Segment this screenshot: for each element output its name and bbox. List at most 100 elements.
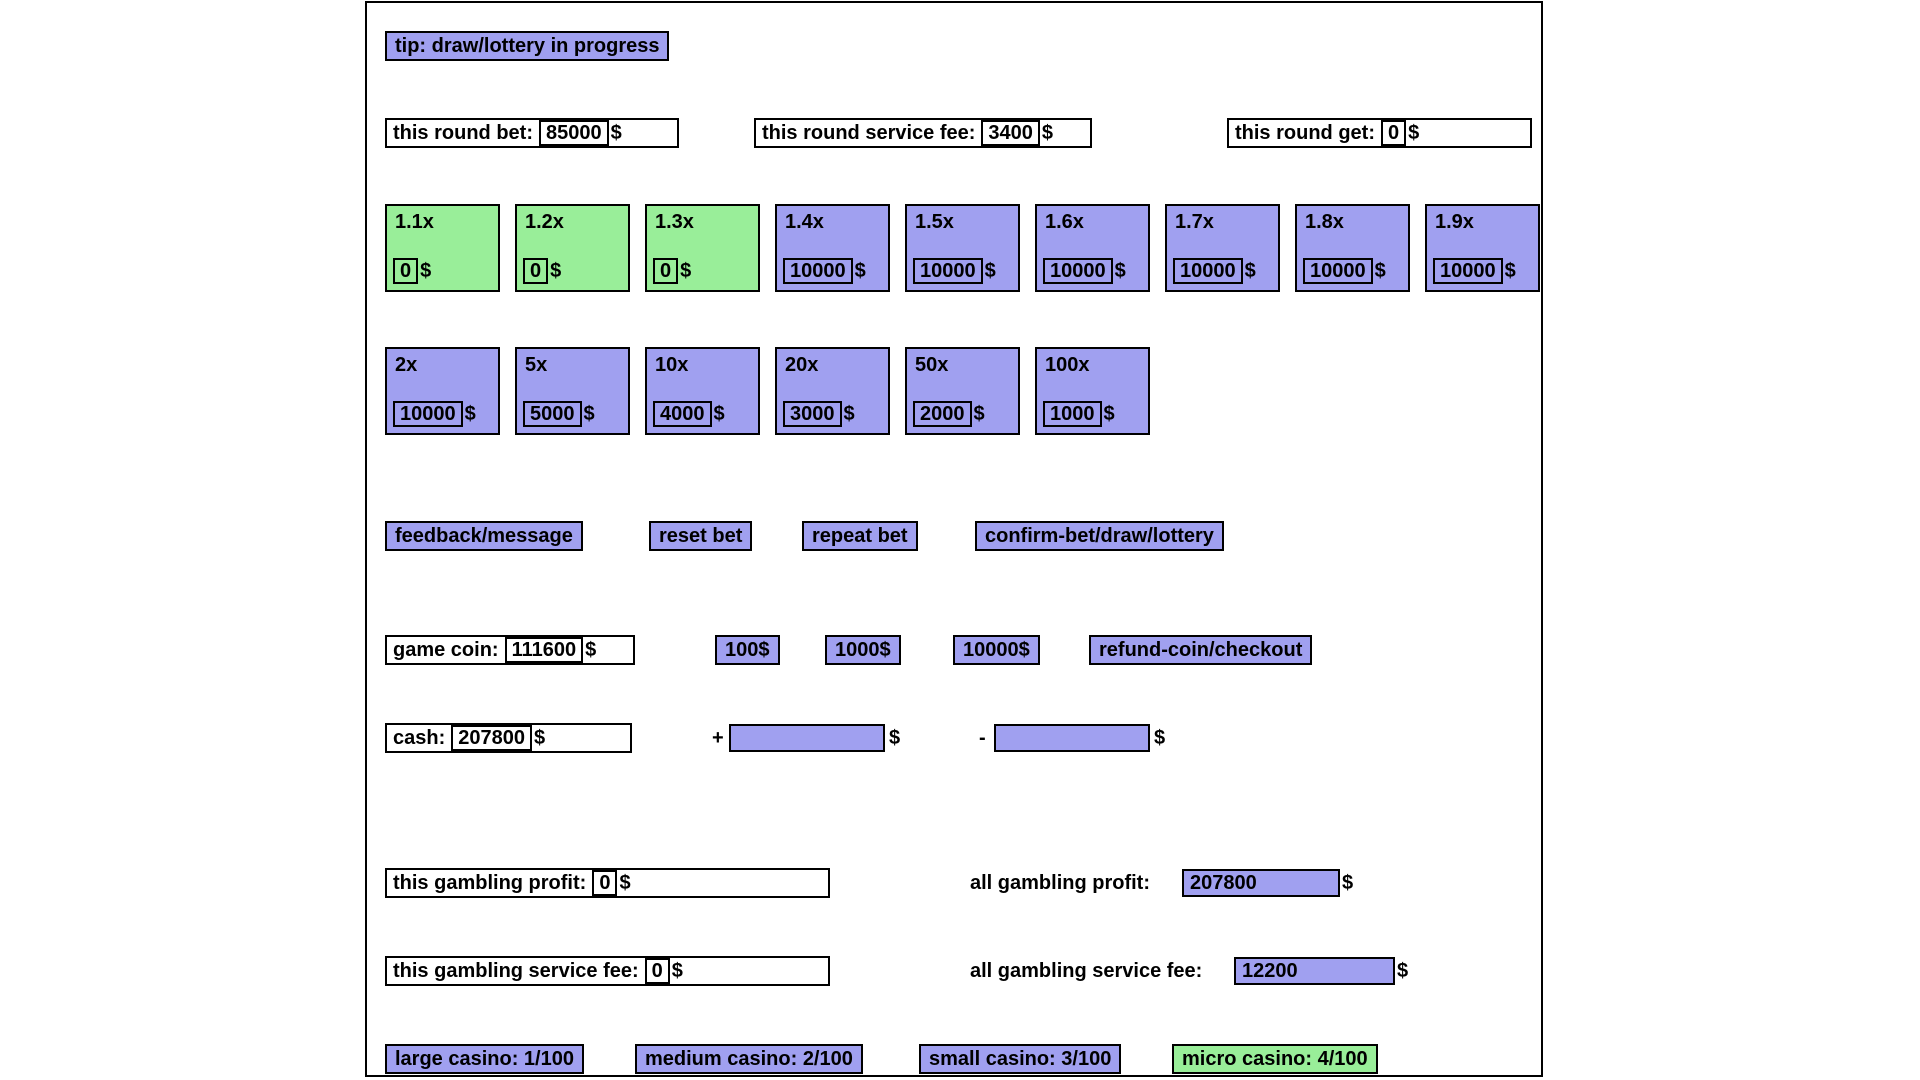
cash-subtract-input[interactable] — [994, 724, 1150, 752]
multiplier-label: 5x — [525, 354, 548, 376]
multiplier-box: 10x 4000 $ — [645, 347, 760, 435]
refund-coin-checkout-button[interactable]: refund-coin/checkout — [1089, 635, 1313, 665]
medium-casino-button[interactable]: medium casino: 2/100 — [635, 1044, 863, 1074]
currency-label: $ — [619, 871, 631, 894]
bet-amount-input[interactable]: 10000 — [783, 258, 853, 284]
currency-label: $ — [854, 259, 866, 282]
multiplier-label: 1.4x — [785, 211, 824, 233]
reset-bet-button[interactable]: reset bet — [649, 521, 753, 551]
currency-label: $ — [585, 638, 597, 661]
bet-amount-input[interactable]: 10000 — [1043, 258, 1113, 284]
currency-label: $ — [1342, 871, 1354, 894]
feedback-message-button[interactable]: feedback/message — [385, 521, 583, 551]
bet-amount-input[interactable]: 10000 — [1173, 258, 1243, 284]
confirm-bet-draw-lottery-button[interactable]: confirm-bet/draw/lottery — [975, 521, 1224, 551]
currency-label: $ — [610, 121, 622, 144]
cash-value: 207800 — [451, 725, 532, 751]
round-bet-label: this round bet: — [393, 121, 533, 144]
currency-label: $ — [420, 259, 432, 282]
bet-amount-input[interactable]: 10000 — [1303, 258, 1373, 284]
currency-label: $ — [583, 402, 595, 425]
multiplier-label: 10x — [655, 354, 689, 376]
buy-coin-1000-button[interactable]: 1000$ — [825, 635, 901, 665]
currency-label: $ — [1504, 259, 1516, 282]
round-get-label: this round get: — [1235, 121, 1375, 144]
multiplier-label: 1.7x — [1175, 211, 1214, 233]
multiplier-box: 100x 1000 $ — [1035, 347, 1150, 435]
multiplier-box: 5x 5000 $ — [515, 347, 630, 435]
buy-coin-10000-button[interactable]: 10000$ — [953, 635, 1040, 665]
repeat-bet-button[interactable]: repeat bet — [802, 521, 918, 551]
bet-amount-input[interactable]: 10000 — [913, 258, 983, 284]
tip-status-badge: tip: draw/lottery in progress — [385, 31, 670, 61]
currency-label: $ — [1244, 259, 1256, 282]
bet-amount-input[interactable]: 10000 — [1433, 258, 1503, 284]
currency-label: $ — [1154, 726, 1166, 749]
currency-label: $ — [973, 402, 985, 425]
bet-amount-input[interactable]: 3000 — [783, 401, 842, 427]
game-coin-box: game coin: 111600 $ — [385, 635, 635, 665]
round-service-fee-label: this round service fee: — [762, 121, 976, 144]
bet-amount-input[interactable]: 1000 — [1043, 401, 1102, 427]
this-gambling-profit-box: this gambling profit: 0 $ — [385, 868, 830, 898]
all-gambling-profit-label: all gambling profit: — [970, 871, 1150, 894]
bet-amount-input[interactable]: 0 — [523, 258, 549, 284]
currency-label: $ — [550, 259, 562, 282]
currency-label: $ — [1397, 959, 1409, 982]
this-gambling-service-fee-label: this gambling service fee: — [393, 959, 639, 982]
this-gambling-service-fee-value: 0 — [644, 958, 670, 984]
multiplier-box: 1.5x 10000 $ — [905, 204, 1020, 292]
multiplier-label: 1.3x — [655, 211, 694, 233]
multiplier-box: 2x 10000 $ — [385, 347, 500, 435]
multiplier-label: 2x — [395, 354, 418, 376]
large-casino-button[interactable]: large casino: 1/100 — [385, 1044, 584, 1074]
this-gambling-profit-label: this gambling profit: — [393, 871, 587, 894]
multiplier-box: 1.6x 10000 $ — [1035, 204, 1150, 292]
round-bet-value: 85000 — [538, 120, 609, 146]
multiplier-box: 1.9x 10000 $ — [1425, 204, 1540, 292]
bet-amount-input[interactable]: 2000 — [913, 401, 972, 427]
bet-amount-input[interactable]: 0 — [393, 258, 419, 284]
all-gambling-service-fee-label: all gambling service fee: — [970, 959, 1203, 982]
multiplier-label: 20x — [785, 354, 819, 376]
bet-amount-input[interactable]: 5000 — [523, 401, 582, 427]
buy-coin-100-button[interactable]: 100$ — [715, 635, 780, 665]
game-coin-label: game coin: — [393, 638, 499, 661]
small-casino-button[interactable]: small casino: 3/100 — [919, 1044, 1122, 1074]
currency-label: $ — [1114, 259, 1126, 282]
micro-casino-button[interactable]: micro casino: 4/100 — [1172, 1044, 1378, 1074]
multiplier-label: 1.2x — [525, 211, 564, 233]
cash-plus-sign: + — [712, 726, 724, 749]
multiplier-label: 1.5x — [915, 211, 954, 233]
cash-minus-sign: - — [979, 726, 986, 749]
multiplier-box: 1.7x 10000 $ — [1165, 204, 1280, 292]
currency-label: $ — [680, 259, 692, 282]
this-gambling-profit-value: 0 — [592, 870, 618, 896]
cash-add-input[interactable] — [729, 724, 885, 752]
currency-label: $ — [1374, 259, 1386, 282]
casino-game-panel: tip: draw/lottery in progress this round… — [365, 1, 1543, 1077]
multiplier-box: 50x 2000 $ — [905, 347, 1020, 435]
bet-amount-input[interactable]: 4000 — [653, 401, 712, 427]
round-bet-box: this round bet: 85000 $ — [385, 118, 679, 148]
multiplier-box: 1.2x 0 $ — [515, 204, 630, 292]
multiplier-box: 1.1x 0 $ — [385, 204, 500, 292]
multiplier-box: 1.3x 0 $ — [645, 204, 760, 292]
round-get-value: 0 — [1380, 120, 1407, 146]
multiplier-label: 1.6x — [1045, 211, 1084, 233]
game-coin-value: 111600 — [504, 637, 584, 663]
multiplier-box: 1.8x 10000 $ — [1295, 204, 1410, 292]
currency-label: $ — [1103, 402, 1115, 425]
round-get-box: this round get: 0 $ — [1227, 118, 1532, 148]
this-gambling-service-fee-box: this gambling service fee: 0 $ — [385, 956, 830, 986]
multiplier-label: 100x — [1045, 354, 1090, 376]
bet-amount-input[interactable]: 0 — [653, 258, 679, 284]
currency-label: $ — [843, 402, 855, 425]
currency-label: $ — [464, 402, 476, 425]
multiplier-row-1: 1.1x 0 $ 1.2x 0 $ 1.3x 0 $ 1.4x 10000 $ 1.5x… — [385, 204, 1540, 292]
currency-label: $ — [534, 726, 546, 749]
all-gambling-profit-value: 207800 — [1182, 869, 1340, 897]
multiplier-label: 1.9x — [1435, 211, 1474, 233]
bet-amount-input[interactable]: 10000 — [393, 401, 463, 427]
multiplier-label: 1.8x — [1305, 211, 1344, 233]
